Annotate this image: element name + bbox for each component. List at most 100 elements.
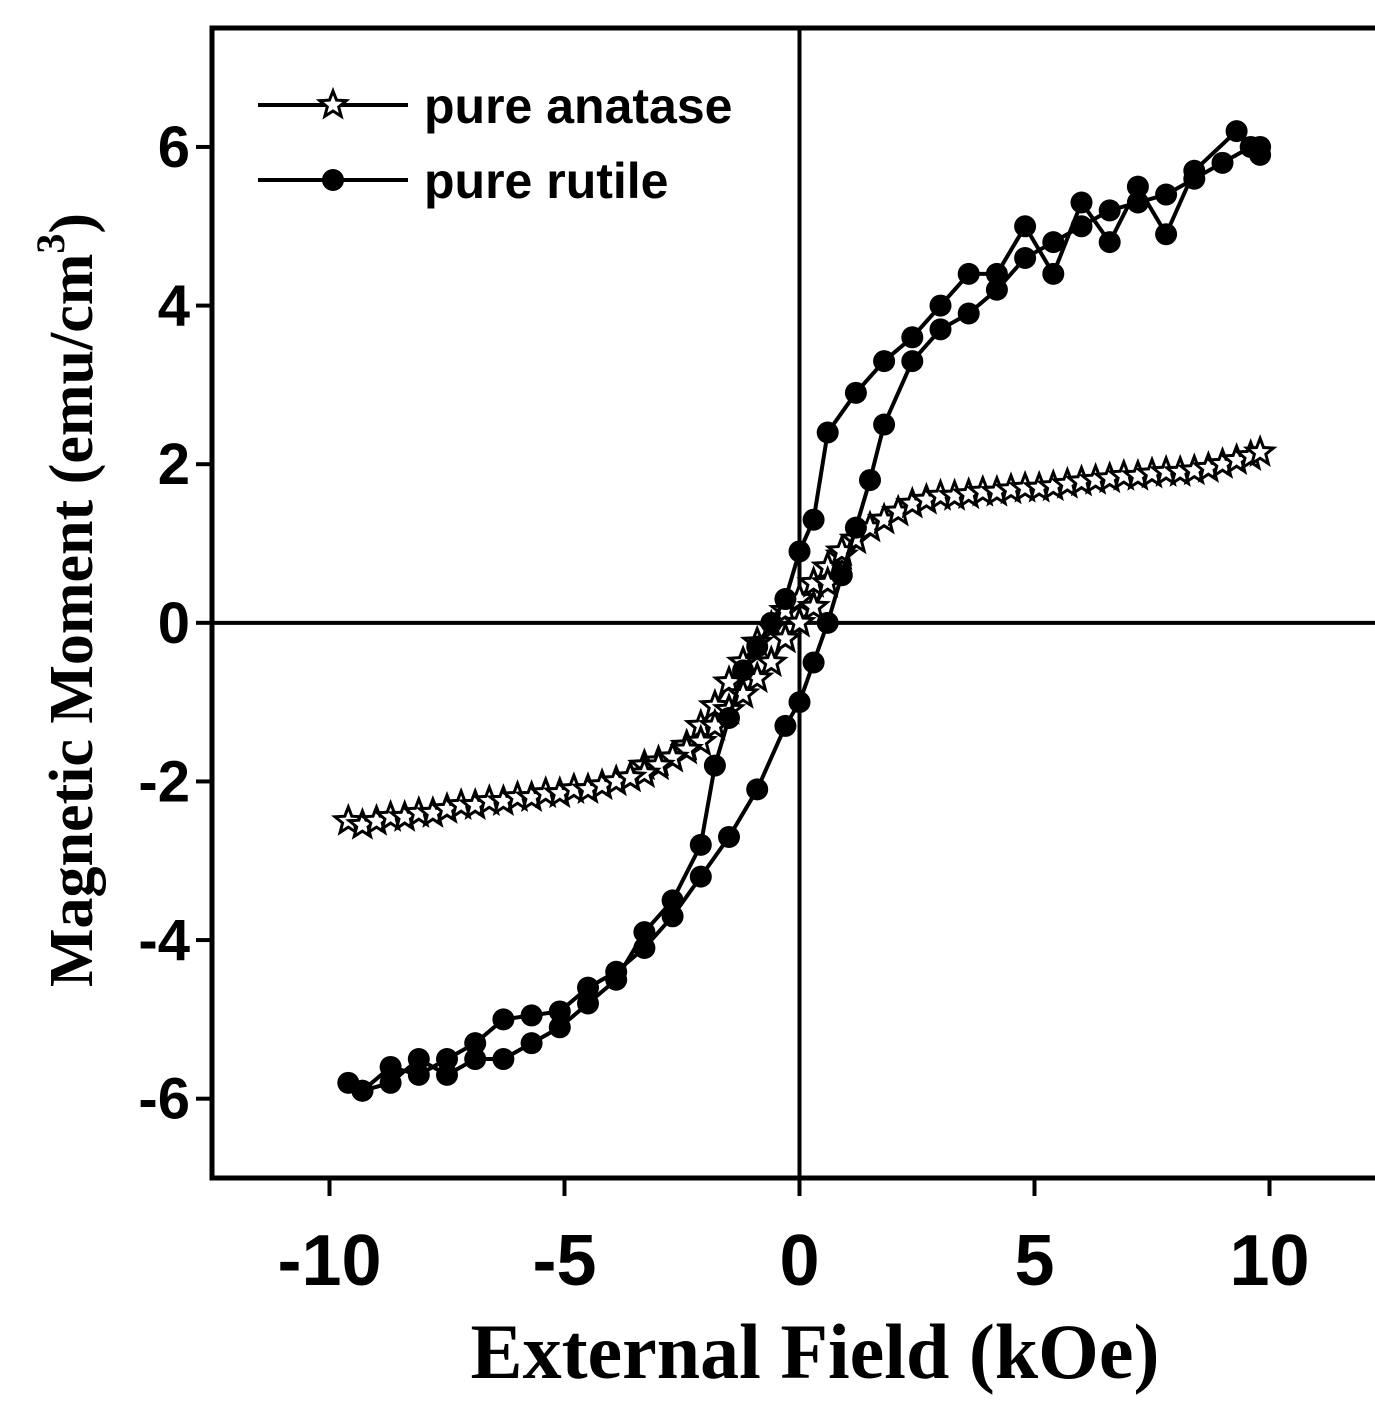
y-axis-title: Magnetic Moment (emu/cm3)	[28, 213, 106, 987]
data-point-rutile	[407, 1063, 430, 1086]
y-tick-label: 0	[158, 591, 190, 656]
x-axis-ticks: -10 -5 0 5 10	[277, 1178, 1310, 1301]
data-point-rutile	[1155, 183, 1178, 206]
data-point-rutile-return	[760, 611, 783, 634]
data-point-rutile	[830, 564, 853, 587]
x-axis-title: External Field (kOe)	[471, 1308, 1160, 1395]
data-point-rutile-return	[1155, 223, 1178, 246]
data-point-rutile	[844, 516, 867, 539]
data-point-anatase-return	[683, 723, 719, 757]
data-point-rutile	[859, 469, 881, 492]
series-layer	[331, 120, 1278, 1102]
data-point-rutile-return	[1126, 175, 1149, 198]
data-point-rutile-return	[746, 635, 769, 658]
data-point-anatase-return	[768, 620, 803, 654]
data-point-rutile-return	[873, 350, 896, 373]
y-axis-ticks: -6 -4 -2 0 2 4 6	[138, 115, 212, 1132]
data-point-rutile-return	[577, 992, 599, 1015]
data-point-rutile-return	[548, 1016, 571, 1039]
legend-label: pure rutile	[424, 153, 668, 209]
data-point-rutile-return	[1014, 215, 1037, 238]
x-tick-label: 5	[1014, 1221, 1054, 1301]
y-tick-label: -2	[138, 749, 190, 814]
legend-marker	[322, 169, 344, 191]
y-axis-title-main: Magnetic Moment (emu/cm	[38, 254, 106, 987]
data-point-anatase	[1242, 434, 1278, 467]
data-point-rutile-return	[957, 262, 980, 285]
data-point-rutile-return	[1249, 143, 1272, 166]
legend-marker	[315, 86, 351, 120]
y-axis-title-tail: )	[38, 213, 106, 234]
data-point-anatase-return	[613, 759, 648, 793]
data-point-rutile-return	[844, 381, 867, 404]
data-point-rutile-return	[351, 1079, 374, 1102]
data-point-rutile-return	[407, 1048, 430, 1071]
data-point-rutile-return	[802, 508, 825, 531]
data-point-rutile	[1014, 247, 1037, 269]
data-point-rutile-return	[985, 262, 1008, 285]
data-point-rutile	[1042, 231, 1065, 254]
data-point-rutile-return	[492, 1048, 515, 1071]
data-point-rutile	[464, 1032, 487, 1055]
data-point-rutile-return	[929, 294, 952, 317]
data-point-rutile	[1211, 151, 1234, 174]
series-rutile-return	[351, 120, 1272, 1102]
data-point-rutile	[802, 651, 825, 674]
x-tick-label: 0	[779, 1221, 819, 1301]
y-axis-title-sup: 3	[28, 234, 73, 254]
y-tick-label: 2	[158, 432, 190, 497]
data-point-rutile	[788, 691, 811, 714]
data-point-rutile-return	[1042, 262, 1065, 285]
x-tick-label: -5	[532, 1221, 596, 1301]
data-point-rutile	[689, 865, 712, 888]
data-point-rutile-return	[788, 540, 811, 563]
data-point-rutile-return	[689, 833, 712, 856]
data-point-rutile	[985, 278, 1008, 301]
data-point-rutile-return	[1098, 231, 1121, 254]
data-point-rutile	[436, 1048, 458, 1071]
data-point-rutile-return	[1225, 120, 1248, 143]
y-tick-label: 4	[158, 274, 190, 339]
y-tick-label: -6	[138, 1067, 190, 1132]
data-point-rutile-return	[732, 659, 755, 682]
legend: pure anatase pure rutile	[258, 78, 732, 209]
data-point-rutile	[873, 413, 896, 436]
data-point-anatase-return	[782, 604, 817, 638]
data-point-rutile	[379, 1055, 402, 1078]
data-point-rutile-return	[633, 921, 656, 944]
data-point-rutile	[746, 778, 769, 801]
data-point-rutile-return	[661, 889, 684, 912]
data-point-rutile-return	[1183, 159, 1206, 182]
data-point-anatase-return	[796, 588, 831, 622]
legend-label: pure anatase	[424, 78, 732, 134]
y-tick-label: 6	[158, 115, 190, 180]
data-point-rutile-return	[774, 588, 797, 611]
data-point-rutile	[492, 1008, 515, 1031]
data-point-anatase-return	[641, 747, 676, 781]
data-point-anatase-return	[655, 739, 690, 773]
data-point-anatase-return	[754, 644, 789, 678]
data-point-rutile-return	[901, 326, 924, 349]
data-point-rutile	[774, 714, 797, 737]
x-tick-label: -10	[277, 1221, 381, 1301]
data-point-rutile-return	[816, 421, 839, 444]
data-point-rutile-return	[1070, 191, 1093, 214]
data-point-rutile	[661, 905, 684, 928]
x-tick-label: 10	[1229, 1221, 1309, 1301]
data-point-rutile	[816, 611, 839, 634]
data-point-rutile	[577, 976, 599, 999]
y-tick-label: -4	[138, 908, 190, 973]
data-point-rutile-return	[605, 968, 628, 991]
data-point-anatase-return	[669, 731, 704, 765]
data-point-rutile-return	[379, 1071, 402, 1094]
data-point-rutile-return	[703, 754, 726, 777]
data-point-rutile	[1098, 199, 1121, 222]
data-point-rutile	[520, 1004, 543, 1027]
data-point-rutile-return	[718, 707, 740, 729]
data-point-rutile	[957, 302, 980, 325]
data-point-rutile-return	[520, 1032, 543, 1055]
data-point-anatase-return	[725, 675, 761, 709]
data-point-rutile	[548, 1000, 571, 1023]
data-point-rutile	[901, 350, 924, 373]
